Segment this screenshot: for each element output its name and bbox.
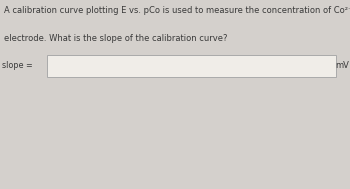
Text: electrode. What is the slope of the calibration curve?: electrode. What is the slope of the cali…: [4, 34, 227, 43]
Text: A calibration curve plotting E vs. pCo is used to measure the concentration of C: A calibration curve plotting E vs. pCo i…: [4, 6, 350, 15]
Text: slope =: slope =: [2, 61, 33, 70]
Text: mV: mV: [335, 61, 349, 70]
FancyBboxPatch shape: [47, 55, 336, 77]
